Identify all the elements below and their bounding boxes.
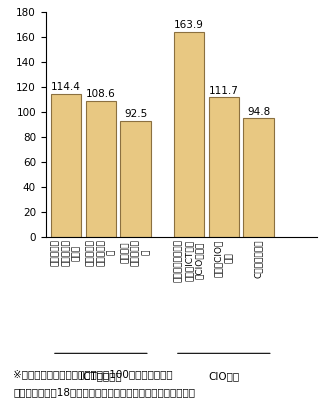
Text: 兼任のCIOが
いる: 兼任のCIOが いる [214, 239, 233, 277]
Text: ２いずれか
２つ以上を
行った: ２いずれか ２つ以上を 行った [51, 239, 81, 266]
Text: 94.8: 94.8 [247, 106, 270, 117]
Text: 92.5: 92.5 [124, 109, 147, 120]
Text: CIO設置: CIO設置 [208, 371, 239, 381]
Bar [86, 101, 116, 237]
Text: 専任または業務の
大半がICT関連
のCIOがいる: 専任または業務の 大半がICT関連 のCIOがいる [174, 239, 204, 282]
Text: 163.9: 163.9 [174, 20, 204, 31]
Bar [120, 121, 151, 237]
Bar [243, 118, 274, 237]
Text: ※　値は、母集団全体の生産性を100とした時の指数: ※ 値は、母集団全体の生産性を100とした時の指数 [13, 369, 173, 379]
Text: ICT関連教育: ICT関連教育 [80, 371, 122, 381]
Text: 114.4: 114.4 [51, 82, 81, 92]
Text: 111.7: 111.7 [209, 86, 239, 95]
Bar [209, 98, 239, 237]
Bar [174, 32, 204, 237]
Text: いずれも
行っていな
い: いずれも 行っていな い [121, 239, 150, 266]
Text: 108.6: 108.6 [86, 89, 116, 100]
Text: C－Ｏがいない: C－Ｏがいない [254, 239, 263, 277]
Text: 総務省「平成18年通信利用動向調査（企業編）」により作成: 総務省「平成18年通信利用動向調査（企業編）」により作成 [13, 388, 195, 398]
Bar [51, 94, 81, 237]
Text: １いずれか
１つを行っ
た: １いずれか １つを行っ た [86, 239, 116, 266]
